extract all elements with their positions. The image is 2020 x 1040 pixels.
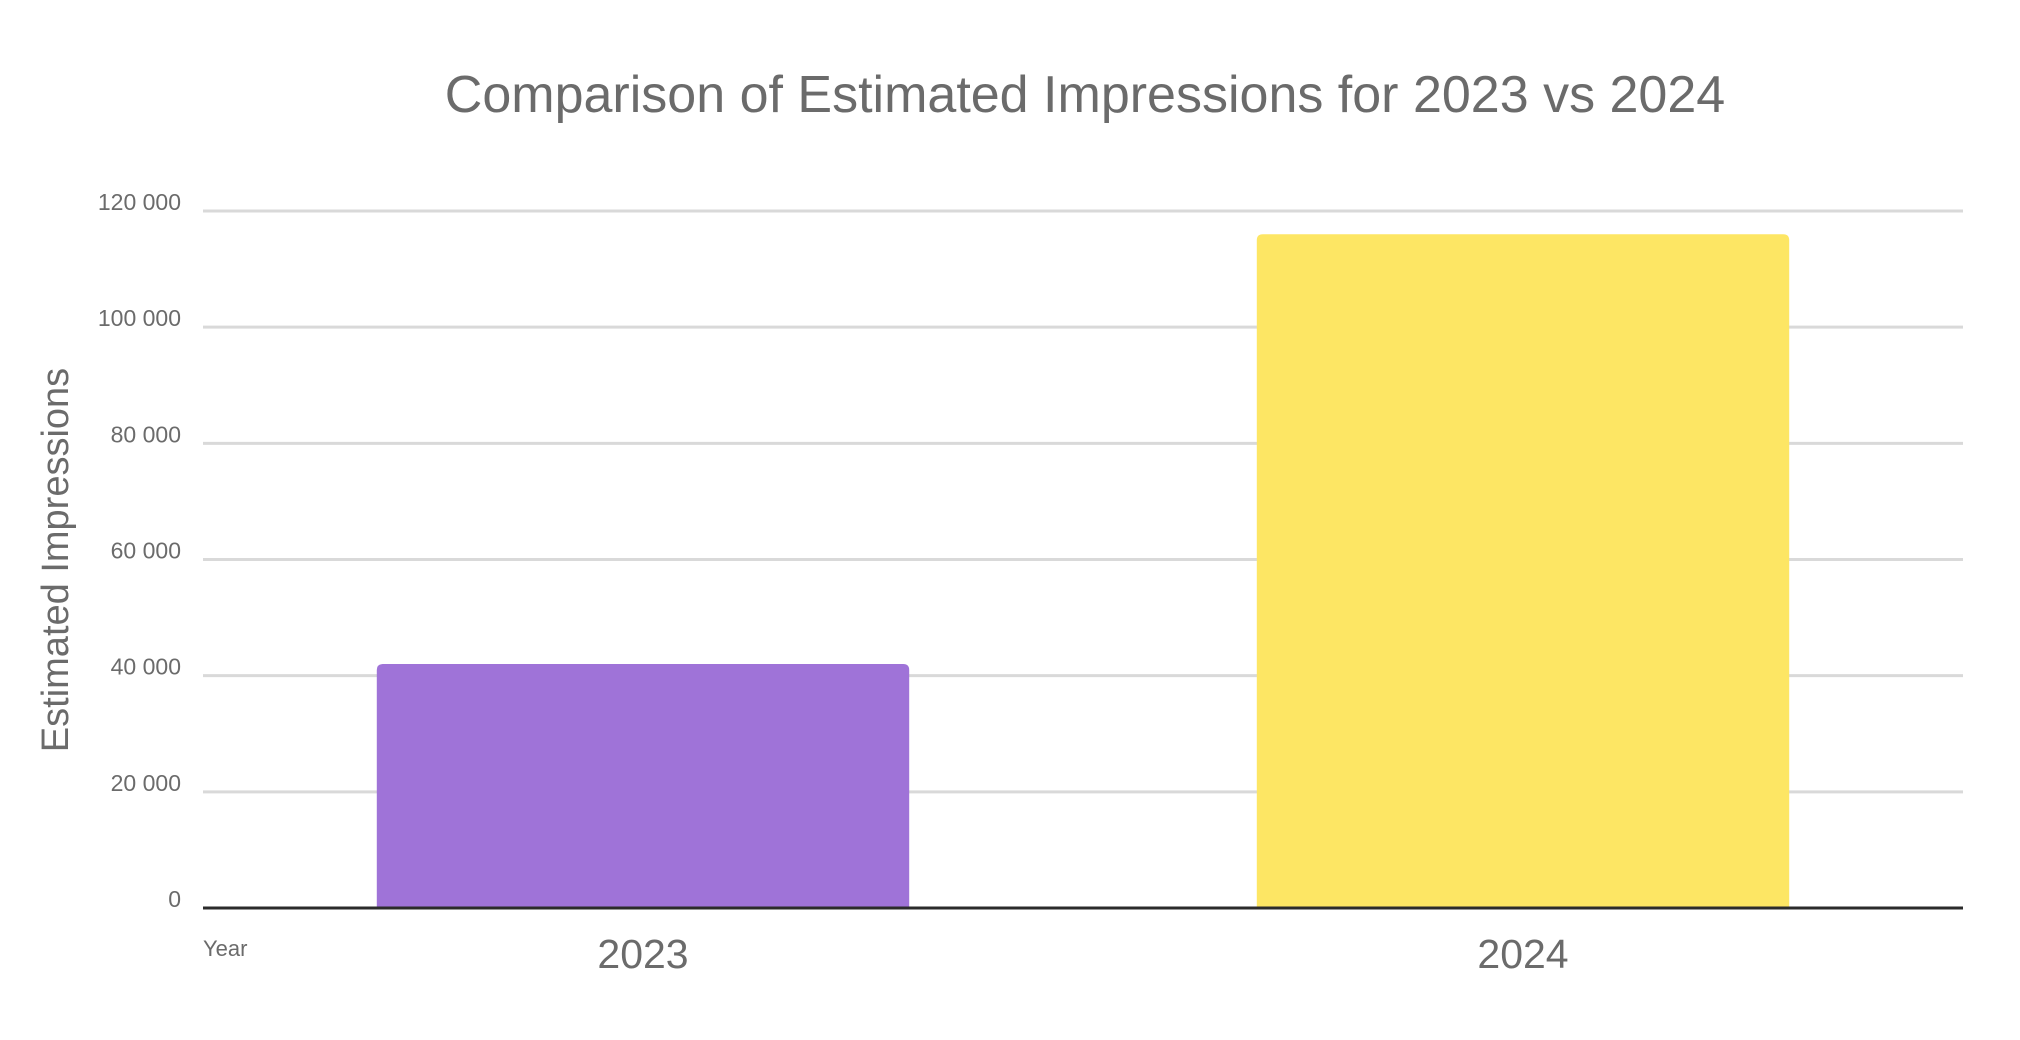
bar-2024	[1256, 234, 1790, 908]
x-tick-label: 2024	[1477, 931, 1568, 977]
y-tick-label: 40 000	[111, 654, 181, 680]
y-axis-label: Estimated Impressions	[35, 368, 77, 752]
x-axis-categories: 2023 2024	[597, 931, 1568, 977]
y-axis-ticks: 0 20 000 40 000 60 000 80 000 100 000 120 000	[98, 189, 181, 912]
x-tick-label: 2023	[597, 931, 688, 977]
chart-title: Comparison of Estimated Impressions for …	[445, 66, 1725, 124]
y-tick-label: 60 000	[111, 538, 181, 564]
bars	[376, 234, 1790, 908]
y-tick-label: 120 000	[98, 189, 181, 215]
y-tick-label: 20 000	[111, 770, 181, 796]
bar-2023	[376, 664, 910, 908]
y-tick-label: 0	[168, 886, 181, 912]
x-axis-label: Year	[203, 936, 247, 961]
y-tick-label: 100 000	[98, 305, 181, 331]
y-tick-label: 80 000	[111, 421, 181, 447]
